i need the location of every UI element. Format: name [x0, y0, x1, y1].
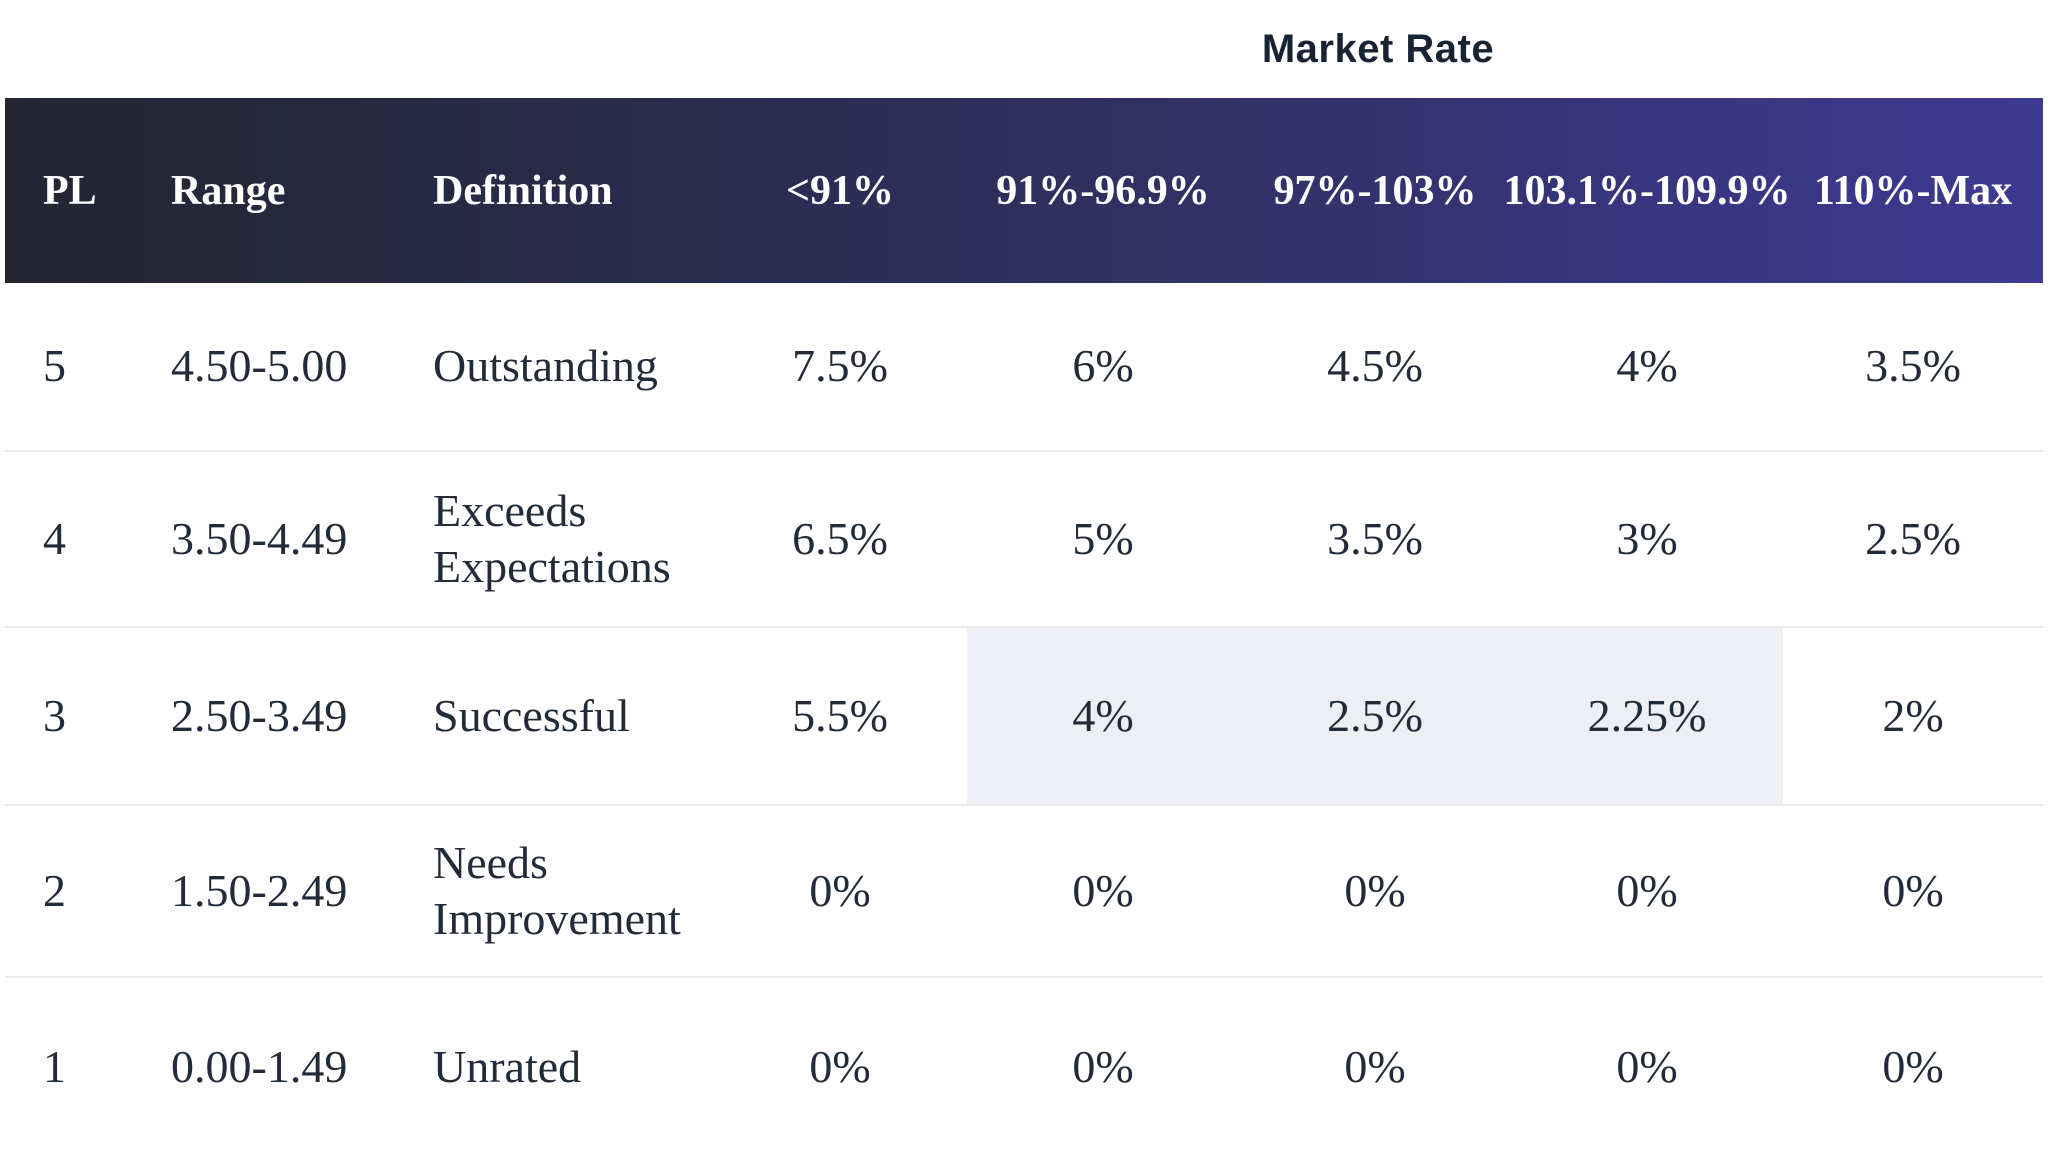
pl-cell: 5 — [43, 340, 66, 392]
rate-cell: 0% — [1344, 864, 1406, 916]
rate-cell: 0% — [1882, 1040, 1944, 1092]
rate-cell: 6% — [1072, 340, 1134, 392]
table-row: 1 0.00-1.49 Unrated 0% 0% 0% 0% 0% — [5, 978, 2043, 1156]
rate-cell: 5% — [1072, 512, 1134, 564]
pl-cell: 4 — [43, 512, 66, 564]
range-cell: 0.00-1.49 — [171, 1040, 348, 1092]
pl-cell: 1 — [43, 1040, 66, 1092]
rate-cell: 3.5% — [1327, 512, 1423, 564]
range-cell: 1.50-2.49 — [171, 864, 348, 916]
rate-cell-highlighted: 4% — [967, 628, 1239, 804]
column-header-definition: Definition — [433, 167, 613, 214]
range-cell: 4.50-5.00 — [171, 340, 348, 392]
rate-cell: 0% — [1616, 864, 1678, 916]
rate-cell: 7.5% — [792, 340, 888, 392]
rate-cell: 0% — [1344, 1040, 1406, 1092]
rate-cell: 0% — [809, 864, 871, 916]
rate-cell: 4% — [1616, 340, 1678, 392]
column-header-110-max: 110%-Max — [1813, 167, 2013, 214]
column-header-97-103: 97%-103% — [1273, 167, 1477, 214]
rate-cell: 0% — [1072, 1040, 1134, 1092]
rate-cell: 0% — [1882, 864, 1944, 916]
rate-cell: 4.5% — [1327, 340, 1423, 392]
rate-cell-highlighted: 2.5% — [1239, 628, 1511, 804]
table-row: 3 2.50-3.49 Successful 5.5% 4% 2.5% 2.25… — [5, 628, 2043, 806]
definition-cell: Outstanding — [433, 340, 658, 392]
column-header-pl: PL — [43, 167, 97, 214]
rate-cell: 3.5% — [1865, 340, 1961, 392]
rate-cell: 0% — [1072, 864, 1134, 916]
rate-cell-highlighted: 2.25% — [1511, 628, 1783, 804]
rate-cell: 2% — [1882, 689, 1944, 741]
pl-cell: 2 — [43, 864, 66, 916]
title-row: Market Rate — [5, 0, 2043, 98]
column-header-91-96: 91%-96.9% — [996, 167, 1210, 214]
rate-cell: 0% — [809, 1040, 871, 1092]
market-rate-title: Market Rate — [1261, 26, 1495, 71]
column-header-lt91: <91% — [786, 167, 894, 214]
definition-cell: Exceeds Expectations — [433, 484, 671, 592]
pl-cell: 3 — [43, 689, 66, 741]
rate-cell: 3% — [1616, 512, 1678, 564]
table-row: 2 1.50-2.49 Needs Improvement 0% 0% 0% 0… — [5, 806, 2043, 978]
table-row: 4 3.50-4.49 Exceeds Expectations 6.5% 5%… — [5, 452, 2043, 628]
rate-cell: 2.5% — [1865, 512, 1961, 564]
range-cell: 2.50-3.49 — [171, 689, 348, 741]
merit-matrix-table: PL Range Definition <91% 91%-96.9% 97%-1… — [5, 98, 2043, 1156]
column-header-103-109: 103.1%-109.9% — [1503, 167, 1791, 214]
table-header-row: PL Range Definition <91% 91%-96.9% 97%-1… — [5, 98, 2043, 283]
table-row: 5 4.50-5.00 Outstanding 7.5% 6% 4.5% 4% … — [5, 283, 2043, 452]
definition-cell: Successful — [433, 689, 630, 741]
definition-cell: Needs Improvement — [433, 836, 681, 944]
rate-cell: 0% — [1616, 1040, 1678, 1092]
range-cell: 3.50-4.49 — [171, 512, 348, 564]
definition-cell: Unrated — [433, 1040, 582, 1092]
column-header-range: Range — [171, 167, 286, 214]
rate-cell: 6.5% — [792, 512, 888, 564]
market-rate-group-header: Market Rate — [713, 0, 2043, 98]
rate-cell: 5.5% — [792, 689, 888, 741]
